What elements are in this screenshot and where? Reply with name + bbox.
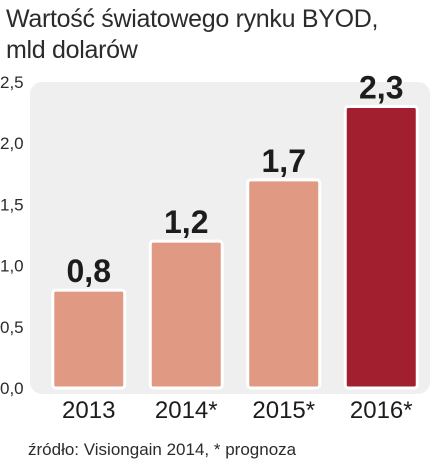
chart-panel [30,82,430,394]
y-tick-label: 1,0 [0,257,24,276]
value-labels: 0,8 1,2 1,7 2,3 [67,69,404,289]
value-label: 2,3 [359,69,403,105]
source-note: źródło: Visiongain 2014, * prognoza [28,440,297,459]
x-axis-ticks: 2013 2014* 2015* 2016* [62,397,413,424]
chart-title: Wartość światowego rynku BYOD, mld dolar… [6,4,430,66]
chart-title-line-2: mld dolarów [6,36,138,64]
x-tick-label: 2013 [62,397,115,424]
y-tick-label: 0,5 [0,318,24,337]
value-label: 1,2 [164,204,208,240]
y-axis-ticks: 0,0 0,5 1,0 1,5 2,0 2,5 [0,73,24,398]
y-tick-label: 1,5 [0,195,24,214]
x-tick-label: 2015* [252,397,315,424]
value-label: 0,8 [67,253,111,289]
bar-2015 [246,178,322,390]
bars [51,104,419,390]
value-label: 1,7 [262,143,306,179]
y-tick-label: 2,5 [0,73,24,92]
y-tick-label: 2,0 [0,134,24,153]
plot-background [30,82,430,394]
y-tick-label: 0,0 [0,379,24,398]
x-tick-label: 2016* [350,397,413,424]
x-tick-label: 2014* [155,397,218,424]
bar-2013 [51,288,127,390]
chart-title-line-1: Wartość światowego rynku BYOD, [6,5,379,33]
bar-2016 [343,104,419,390]
bar-2014 [148,239,224,390]
